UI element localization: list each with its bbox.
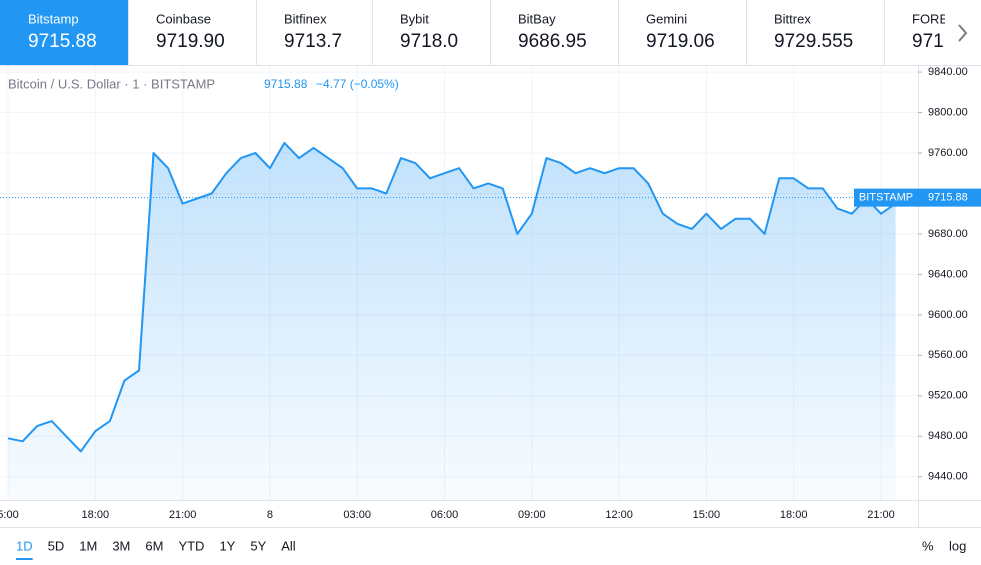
range-button[interactable]: All bbox=[281, 538, 296, 553]
x-tick-label: 06:00 bbox=[431, 509, 459, 521]
range-active-underline bbox=[16, 558, 33, 560]
range-button[interactable]: YTD bbox=[178, 538, 204, 553]
header-change: −4.77 (−0.05%) bbox=[316, 77, 399, 91]
axis-price: 9715.88 bbox=[928, 192, 968, 204]
tab-name: FORE bbox=[912, 11, 948, 26]
exchange-tab[interactable] bbox=[746, 0, 884, 65]
y-tick-label: 9640.00 bbox=[928, 268, 968, 280]
tab-price: 971 bbox=[912, 31, 944, 52]
y-tick-label: 9560.00 bbox=[928, 349, 968, 361]
tab-price: 9718.0 bbox=[400, 31, 458, 52]
y-tick-label: 9440.00 bbox=[928, 471, 968, 483]
tab-name: Gemini bbox=[646, 11, 687, 26]
tab-price: 9719.90 bbox=[156, 31, 225, 52]
y-tick-label: 9480.00 bbox=[928, 430, 968, 442]
price-label: BITSTAMP bbox=[859, 192, 913, 204]
range-button[interactable]: 1D bbox=[16, 538, 33, 553]
exchange-tab[interactable] bbox=[490, 0, 618, 65]
x-tick-label: 18:00 bbox=[780, 509, 808, 521]
tab-name: BitBay bbox=[518, 11, 556, 26]
next-button[interactable] bbox=[945, 0, 981, 65]
range-button[interactable]: 1Y bbox=[219, 538, 235, 553]
header-price: 9715.88 bbox=[264, 77, 308, 91]
range-button[interactable]: 5Y bbox=[250, 538, 266, 553]
y-tick-label: 9840.00 bbox=[928, 66, 968, 78]
y-tick-label: 9520.00 bbox=[928, 390, 968, 402]
tab-name: Bitstamp bbox=[28, 11, 79, 26]
axes: 9440.00 9480.00 9520.00 9560.00 9600.00 9640.… bbox=[0, 66, 981, 521]
x-tick-label: 12:00 bbox=[605, 509, 633, 521]
toolbar: 1D 5D 1M 3M 6M YTD 1Y 5Y All% log bbox=[16, 538, 966, 560]
y-tick-label: 9600.00 bbox=[928, 309, 968, 321]
y-tick-label: 9760.00 bbox=[928, 147, 968, 159]
plot bbox=[0, 66, 918, 500]
exchange-tab[interactable] bbox=[256, 0, 372, 65]
chart-title: Bitcoin / U.S. Dollar · 1 · BITSTAMP bbox=[8, 76, 215, 91]
range-button[interactable]: 5D bbox=[48, 538, 65, 553]
tabs: Bitstamp 9715.88 Coinbase 9719.90 Bitfinex 97… bbox=[0, 0, 981, 65]
tab-name: Bittrex bbox=[774, 11, 811, 26]
area-fill bbox=[8, 142, 896, 500]
tab-price: 9715.88 bbox=[28, 31, 97, 52]
x-tick-label: 21:00 bbox=[867, 509, 895, 521]
price-label-box bbox=[854, 188, 918, 207]
axis-price-box bbox=[918, 188, 981, 207]
x-tick-label: 21:00 bbox=[169, 509, 197, 521]
tab-name: Coinbase bbox=[156, 11, 211, 26]
x-tick-label: 8 bbox=[267, 509, 273, 521]
tab-price: 9719.06 bbox=[646, 31, 715, 52]
y-tick-label: 9680.00 bbox=[928, 228, 968, 240]
exchange-tab[interactable] bbox=[618, 0, 746, 65]
x-tick-label: 15:00 bbox=[693, 509, 721, 521]
tab-price: 9686.95 bbox=[518, 31, 587, 52]
x-tick-label: 03:00 bbox=[343, 509, 371, 521]
scale-button[interactable]: % bbox=[922, 538, 934, 553]
x-tick-label: 09:00 bbox=[518, 509, 546, 521]
range-button[interactable]: 3M bbox=[112, 538, 130, 553]
exchange-tab[interactable] bbox=[372, 0, 490, 65]
x-tick-label: 18:00 bbox=[82, 509, 110, 521]
exchange-tab[interactable] bbox=[0, 0, 128, 65]
scale-button[interactable]: log bbox=[949, 538, 966, 553]
range-button[interactable]: 1M bbox=[79, 538, 97, 553]
exchange-tab[interactable] bbox=[128, 0, 256, 65]
price-line bbox=[7, 141, 897, 453]
range-button[interactable]: 6M bbox=[145, 538, 163, 553]
tab-name: Bybit bbox=[400, 11, 429, 26]
tab-name: Bitfinex bbox=[284, 11, 327, 26]
tab-price: 9713.7 bbox=[284, 31, 342, 52]
tab-price: 9729.555 bbox=[774, 31, 853, 52]
y-tick-label: 9800.00 bbox=[928, 106, 968, 118]
next-arrow bbox=[958, 24, 968, 42]
x-tick-label: 5:00 bbox=[0, 509, 19, 521]
